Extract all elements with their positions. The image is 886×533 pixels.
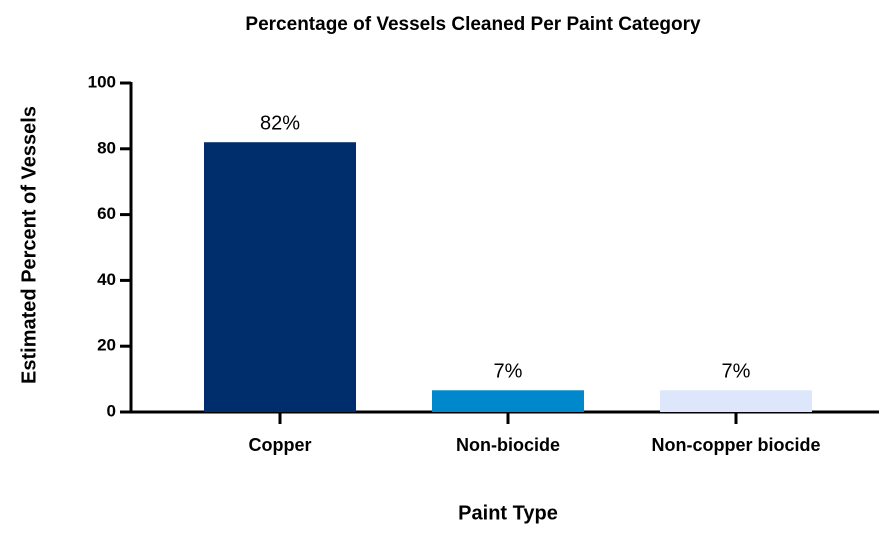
x-tick-label: Non-biocide	[456, 435, 560, 455]
y-tick-label: 20	[97, 336, 116, 355]
value-label: 7%	[494, 361, 523, 383]
value-label: 82%	[260, 113, 300, 135]
y-tick-label: 100	[88, 72, 116, 91]
bar	[432, 390, 584, 412]
value-label: 7%	[722, 361, 751, 383]
bar	[660, 390, 812, 412]
bar	[204, 142, 356, 412]
y-axis-label: Estimated Percent of Vessels	[18, 106, 40, 384]
y-tick-label: 80	[97, 138, 116, 157]
x-tick-label: Copper	[249, 435, 312, 455]
y-tick-label: 0	[107, 401, 116, 420]
y-tick-label: 40	[97, 270, 116, 289]
y-tick-label: 60	[97, 204, 116, 223]
x-tick-label: Non-copper biocide	[651, 435, 820, 455]
chart-title: Percentage of Vessels Cleaned Per Paint …	[245, 14, 701, 35]
x-axis-label: Paint Type	[458, 502, 558, 524]
